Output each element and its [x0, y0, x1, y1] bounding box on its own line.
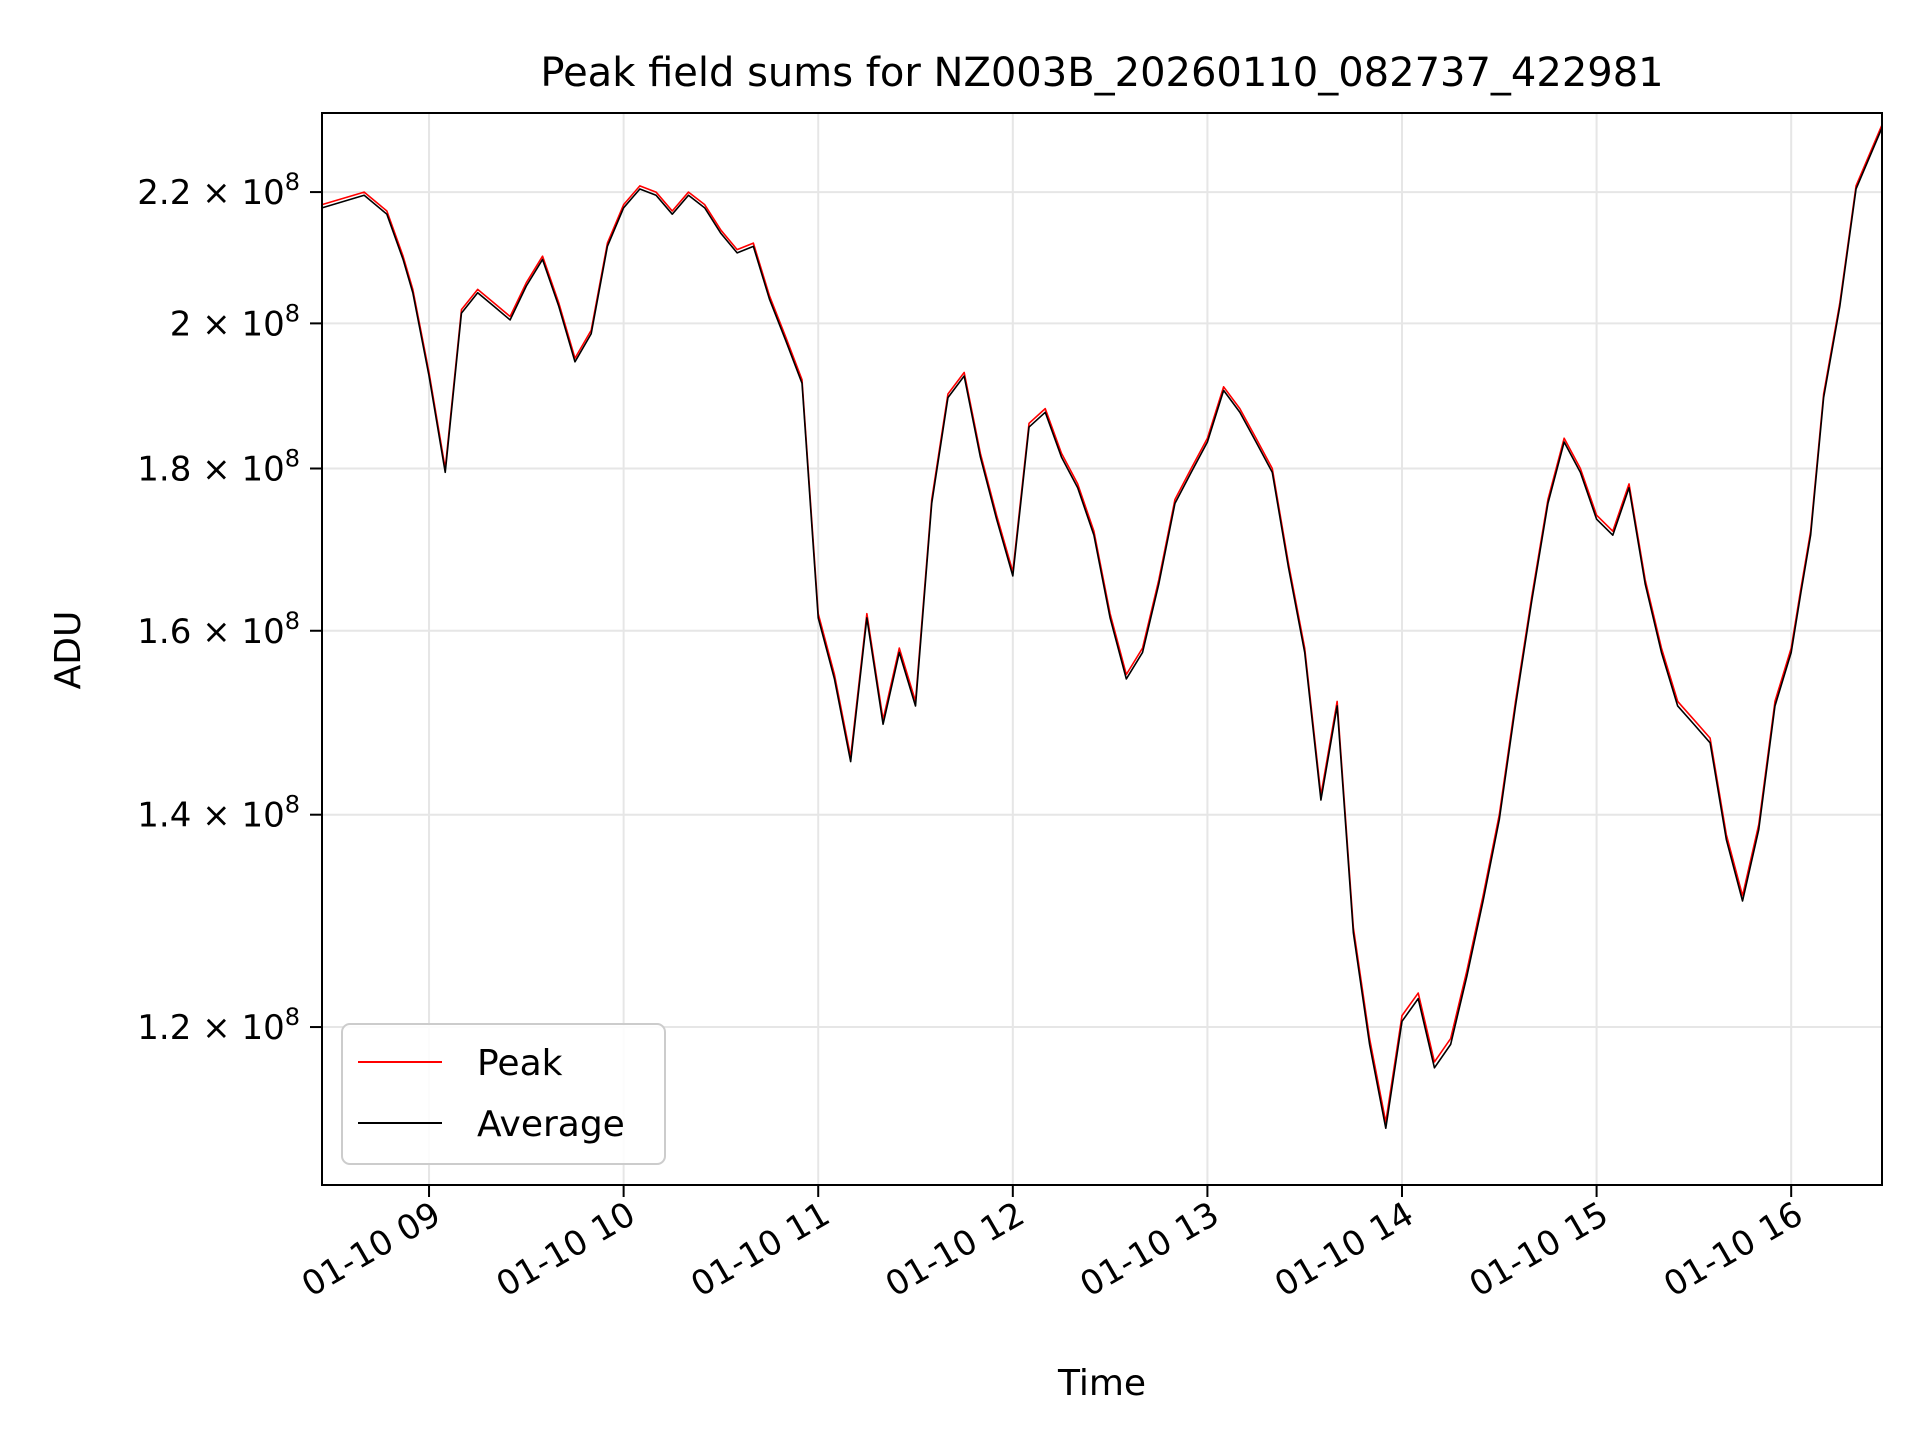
series-line-average	[321, 127, 1883, 1130]
legend-label-peak: Peak	[477, 1043, 563, 1084]
y-tick-label: 2.2 × 108	[137, 168, 300, 213]
y-tick-label: 1.4 × 108	[137, 791, 300, 836]
y-axis-label: ADU	[48, 611, 89, 690]
y-tick-label: 1.6 × 108	[137, 607, 300, 652]
y-axis-ticks: 1.2 × 108 1.4 × 108 1.6 × 108 1.8 × 108 2 × …	[137, 168, 322, 1048]
y-tick-label: 1.2 × 108	[137, 1003, 300, 1048]
legend-label-average: Average	[477, 1104, 625, 1145]
x-axis-label: Time	[1057, 1363, 1146, 1404]
series-layer	[321, 124, 1883, 1130]
plot-frame	[321, 112, 1883, 1186]
legend: Peak Average	[341, 1023, 666, 1165]
chart-title: Peak field sums for NZ003B_20260110_0827…	[540, 50, 1663, 96]
y-tick-label: 2 × 108	[170, 299, 300, 344]
y-tick-label: 1.8 × 108	[137, 445, 300, 490]
legend-box	[341, 1023, 666, 1165]
